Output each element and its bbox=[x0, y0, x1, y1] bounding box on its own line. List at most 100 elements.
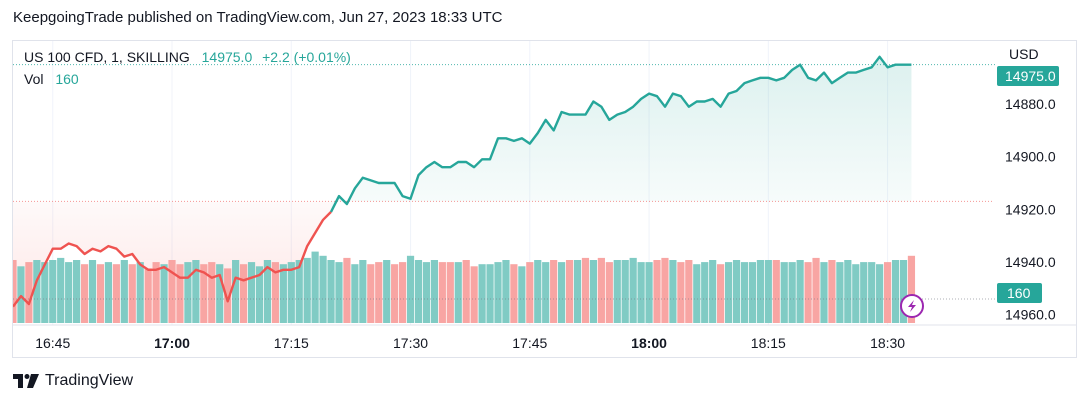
volume-bar bbox=[41, 262, 49, 323]
time-axis[interactable]: 16:45 17:00 17:15 17:30 17:45 18:00 18:15 18:30 bbox=[35, 335, 905, 351]
volume-bars bbox=[13, 251, 916, 323]
volume-bar bbox=[645, 262, 653, 323]
volume-bar bbox=[510, 264, 518, 323]
time-tick-label: 18:30 bbox=[870, 335, 905, 351]
last-volume-badge-label: 160 bbox=[1007, 285, 1031, 301]
volume-bar bbox=[343, 257, 351, 323]
volume-bar bbox=[454, 262, 462, 323]
last-volume-badge: 160 bbox=[997, 283, 1042, 303]
volume-bar bbox=[494, 262, 502, 323]
tradingview-logo-icon bbox=[13, 374, 39, 388]
time-tick-label: 18:15 bbox=[751, 335, 786, 351]
volume-bar bbox=[558, 262, 566, 323]
volume-bar bbox=[295, 260, 303, 323]
volume-bar bbox=[780, 262, 788, 323]
volume-bar bbox=[740, 262, 749, 323]
price-axis[interactable]: 14960.0 14940.0 14920.0 14900.0 14880.0 bbox=[1005, 96, 1056, 322]
last-price-badge: 14975.0 bbox=[997, 66, 1059, 86]
volume-bar bbox=[828, 260, 836, 323]
volume-bar bbox=[717, 264, 725, 323]
volume-bar bbox=[613, 260, 621, 323]
volume-bar bbox=[184, 262, 192, 323]
volume-bar bbox=[311, 251, 319, 323]
volume-bar bbox=[398, 262, 407, 323]
volume-bar bbox=[49, 260, 57, 323]
volume-bar bbox=[375, 262, 383, 323]
volume-bar bbox=[247, 262, 256, 323]
volume-bar bbox=[772, 260, 780, 323]
volume-bar bbox=[271, 262, 279, 323]
flash-icon[interactable] bbox=[900, 294, 924, 318]
volume-bar bbox=[351, 264, 359, 323]
volume-bar bbox=[359, 260, 367, 323]
volume-bar bbox=[168, 260, 176, 323]
volume-bar bbox=[661, 257, 669, 323]
volume-bar bbox=[263, 260, 272, 323]
volume-bar bbox=[383, 260, 391, 323]
volume-bar bbox=[621, 260, 629, 323]
volume-bar bbox=[907, 255, 916, 323]
time-tick-label: 17:00 bbox=[154, 335, 190, 351]
volume-bar bbox=[319, 255, 327, 323]
volume-bar bbox=[33, 260, 41, 323]
volume-bar bbox=[685, 260, 693, 323]
volume-bar bbox=[820, 262, 828, 323]
volume-bar bbox=[200, 264, 208, 323]
tradingview-logo[interactable]: TradingView bbox=[13, 372, 133, 390]
chart-frame[interactable]: 14960.0 14940.0 14920.0 14900.0 14880.0 16:4… bbox=[12, 40, 1077, 358]
volume-bar bbox=[152, 262, 160, 323]
volume-bar bbox=[748, 262, 757, 323]
volume-bar bbox=[876, 264, 884, 323]
legend-volume: Vol 160 bbox=[24, 71, 79, 87]
time-tick-label: 17:15 bbox=[274, 335, 309, 351]
volume-bar bbox=[25, 262, 33, 323]
volume-bar bbox=[502, 260, 510, 323]
volume-bar bbox=[899, 260, 908, 323]
volume-bar bbox=[120, 260, 128, 323]
volume-bar bbox=[176, 264, 184, 323]
volume-bar bbox=[104, 262, 113, 323]
price-chart[interactable]: 14960.0 14940.0 14920.0 14900.0 14880.0 16:4… bbox=[13, 41, 1077, 358]
last-price-badge-label: 14975.0 bbox=[1005, 68, 1056, 84]
volume-bar bbox=[764, 260, 772, 323]
volume-bar bbox=[80, 264, 89, 323]
time-tick-label: 18:00 bbox=[631, 335, 667, 351]
volume-bar bbox=[788, 262, 796, 323]
volume-bar bbox=[486, 264, 494, 323]
volume-bar bbox=[653, 260, 661, 323]
volume-bar bbox=[534, 260, 542, 323]
volume-bar bbox=[335, 262, 343, 323]
time-tick-label: 17:30 bbox=[393, 335, 428, 351]
volume-bar bbox=[804, 262, 812, 323]
volume-bar bbox=[446, 262, 454, 323]
price-line-up bbox=[329, 55, 912, 213]
legend-volume-label: Vol bbox=[24, 71, 43, 87]
volume-bar bbox=[550, 260, 558, 323]
volume-bar bbox=[677, 262, 685, 323]
legend-price: 14975.0 bbox=[202, 49, 253, 65]
volume-bar bbox=[391, 264, 399, 323]
volume-bar bbox=[65, 262, 73, 323]
volume-bar bbox=[478, 264, 486, 323]
volume-bar bbox=[160, 264, 168, 323]
volume-bar bbox=[144, 268, 152, 323]
volume-bar bbox=[422, 262, 431, 323]
volume-bar bbox=[255, 266, 264, 323]
volume-bar bbox=[216, 264, 224, 323]
legend-volume-value: 160 bbox=[55, 71, 79, 87]
volume-bar bbox=[573, 260, 582, 323]
volume-bar bbox=[860, 262, 868, 323]
volume-bar bbox=[128, 264, 136, 323]
volume-bar bbox=[470, 266, 478, 323]
volume-bar bbox=[868, 262, 876, 323]
volume-bar bbox=[430, 260, 438, 323]
volume-bar bbox=[232, 260, 240, 323]
down-area-fill bbox=[13, 201, 332, 307]
volume-bar bbox=[852, 264, 860, 323]
volume-bar bbox=[883, 262, 892, 323]
volume-bar bbox=[406, 255, 415, 323]
volume-bar bbox=[812, 257, 820, 323]
currency-label: USD bbox=[1009, 46, 1039, 62]
volume-bar bbox=[526, 262, 534, 323]
volume-bar bbox=[462, 260, 470, 323]
